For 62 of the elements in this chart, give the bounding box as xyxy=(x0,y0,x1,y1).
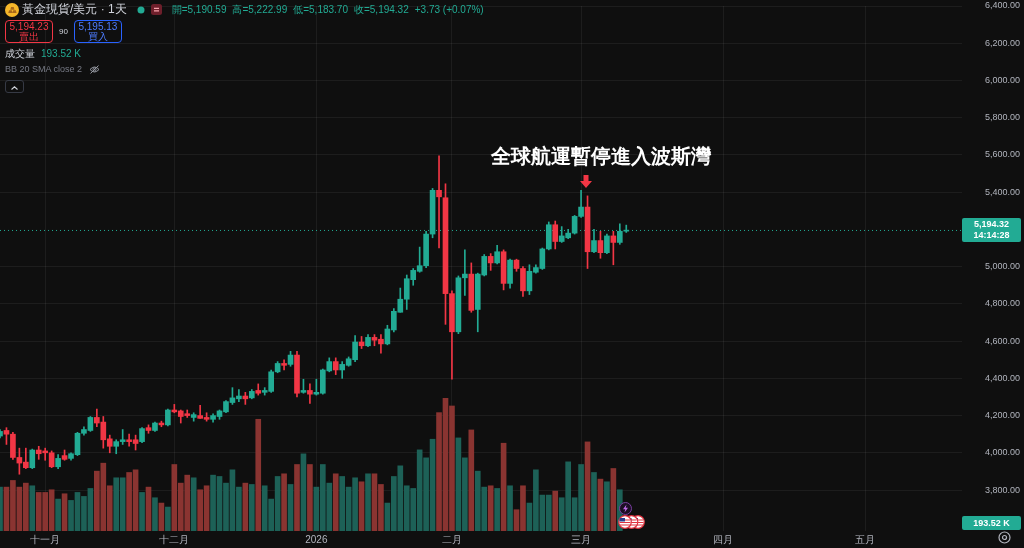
candlestick xyxy=(307,383,313,404)
x-tick-label: 四月 xyxy=(713,533,734,545)
annotation: 低=5,183.70 xyxy=(293,2,348,17)
bar xyxy=(552,490,559,531)
x-tick-label: 十一月 xyxy=(30,533,61,545)
bar xyxy=(55,498,61,531)
annotation: 193.52 K xyxy=(41,48,82,59)
bar xyxy=(248,484,255,531)
bar xyxy=(165,506,171,531)
buy-button: 5,195.13 買入 xyxy=(73,20,122,43)
x-tick-label: 十二月 xyxy=(159,533,190,545)
annotation: 5,195.13 xyxy=(77,21,119,32)
y-tick-label: 4,600.00 xyxy=(985,335,1021,346)
y-tick-label: 6,000.00 xyxy=(985,74,1021,85)
x-tick-label: 2026 xyxy=(305,533,328,545)
y-tick-label: 5,600.00 xyxy=(985,149,1021,160)
chart-title: 黃金現貨/美元 · 1天 xyxy=(22,1,127,18)
bar xyxy=(332,473,339,531)
x-tick-label: 二月 xyxy=(441,533,462,545)
y-tick-label: 4,000.00 xyxy=(985,447,1021,458)
y-tick-label: 3,800.00 xyxy=(985,484,1021,495)
bar xyxy=(307,464,313,531)
annotation: +3.73 (+0.07%) xyxy=(414,4,484,15)
annotation: 高=5,222.99 xyxy=(232,2,288,17)
annotation: 買入 xyxy=(87,31,108,42)
annotation: 5,194.23 xyxy=(8,21,50,32)
annotation: 收=5,194.32 xyxy=(353,2,409,17)
bar xyxy=(294,464,300,531)
bar xyxy=(29,485,36,531)
x-tick-label: 三月 xyxy=(571,533,592,545)
chart-title: 成交量 xyxy=(5,46,35,61)
annotation: 賣出 xyxy=(19,31,39,42)
y-tick-label: 4,800.00 xyxy=(985,298,1021,309)
y-tick-label: 5,000.00 xyxy=(985,261,1021,272)
annotation: 全球航運暫停進入波斯灣 xyxy=(491,144,711,168)
bar xyxy=(190,477,197,531)
bar xyxy=(604,481,610,531)
bar xyxy=(494,488,500,531)
y-tick-label: 6,400.00 xyxy=(985,0,1021,11)
ref-line-label: 5,194.32 xyxy=(972,219,1010,231)
bar xyxy=(152,497,158,531)
y-tick-label: 5,800.00 xyxy=(985,112,1021,123)
y-tick-label: 4,200.00 xyxy=(985,410,1021,421)
annotation: 開=5,190.59 xyxy=(171,2,227,17)
y-tick-label: 4,400.00 xyxy=(985,372,1021,383)
bar xyxy=(365,473,371,531)
bar xyxy=(468,429,475,531)
x-tick-label: 五月 xyxy=(855,533,876,545)
y-tick-label: 5,400.00 xyxy=(985,186,1021,197)
bar xyxy=(591,472,597,531)
bar xyxy=(255,418,262,531)
y-tick-label: 6,200.00 xyxy=(985,37,1021,48)
candlestick xyxy=(436,155,442,249)
annotation: 90 xyxy=(59,27,68,36)
price-tag: 5,194.32 14:14:28 xyxy=(962,218,1021,243)
bar xyxy=(507,485,513,531)
sell-button: 5,194.23 賣出 xyxy=(5,20,53,43)
annotation: BB 20 SMA close 2 xyxy=(5,64,83,74)
volume-tag: 193.52 K xyxy=(962,516,1021,530)
bar xyxy=(139,492,145,531)
bar xyxy=(487,485,494,531)
bar xyxy=(281,473,287,531)
